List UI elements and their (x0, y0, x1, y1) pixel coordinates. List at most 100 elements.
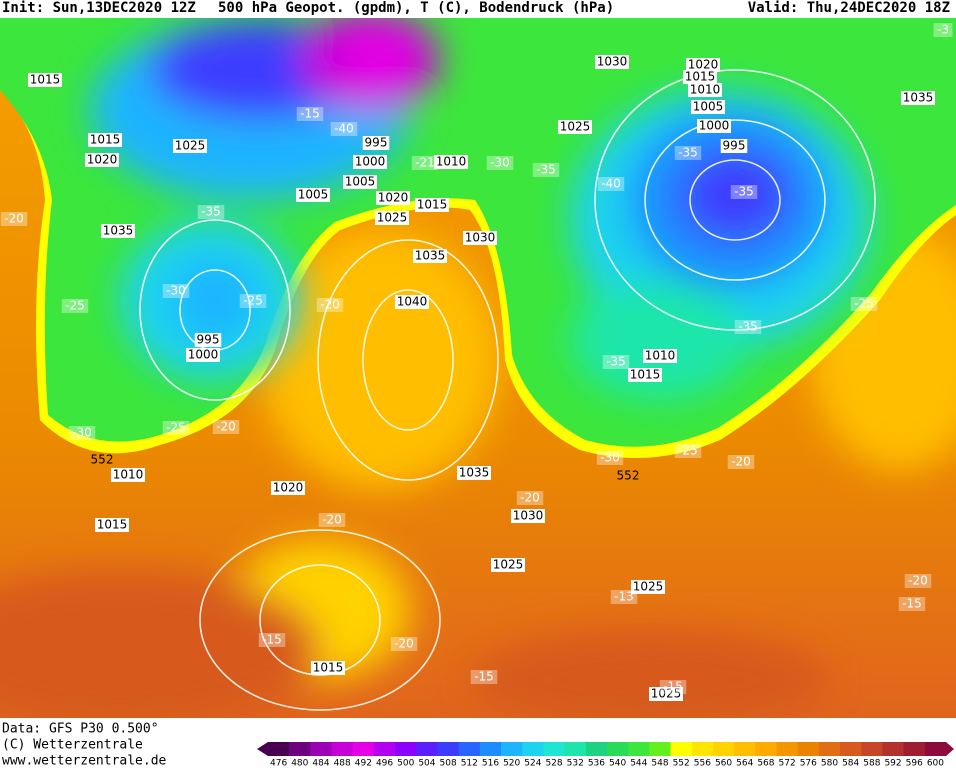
colorbar-swatch (924, 742, 947, 756)
pressure-label-box (691, 100, 725, 114)
pressure-label: 1000 (699, 119, 730, 133)
temperature-label-box (68, 426, 96, 440)
temperature-label-box (730, 185, 758, 199)
pressure-label: 1020 (87, 153, 118, 167)
temperature-label-box (602, 355, 630, 369)
pressure-label: 1015 (685, 70, 716, 84)
temperature-label: -25 (678, 444, 698, 458)
temperature-label-box (674, 146, 702, 160)
colorbar-label: 544 (630, 759, 647, 768)
colorbar-label: 584 (842, 759, 859, 768)
temperature-label-box (316, 298, 344, 312)
pressure-label-box (720, 139, 748, 153)
temperature-label-box (933, 23, 953, 37)
pressure-label: 1015 (97, 518, 128, 532)
temperature-label-box (212, 420, 240, 434)
pressure-label-box (376, 191, 410, 205)
temperature-label: -15 (262, 633, 282, 647)
colorbar-label: 564 (736, 759, 753, 768)
pressure-label: 1035 (103, 224, 134, 238)
temperature-label-box (411, 156, 439, 170)
map-title: 500 hPa Geopot. (gpdm), T (C), Bodendruc… (218, 0, 614, 16)
pressure-label: 995 (365, 136, 388, 150)
pressure-label-box (463, 231, 497, 245)
temperature-label-box (532, 163, 560, 177)
colorbar-swatch (755, 742, 777, 756)
colorbar-swatch (607, 742, 629, 756)
pressure-label-box (595, 55, 629, 69)
colorbar-swatch (840, 742, 862, 756)
colorbar-label: 496 (376, 759, 393, 768)
temperature-label-box (898, 597, 926, 611)
colorbar-label: 492 (355, 759, 372, 768)
temperature-label-box (734, 320, 762, 334)
pressure-label: 1025 (377, 211, 408, 225)
pressure-label-box (343, 175, 377, 189)
pressure-label: 1020 (688, 58, 719, 72)
pressure-label: 1010 (113, 468, 144, 482)
colorbar-swatch (543, 742, 566, 756)
pressure-label: 1000 (355, 155, 386, 169)
temperature-label-box (727, 455, 755, 469)
temperature-label: -15 (663, 680, 683, 694)
pressure-label: 1005 (345, 175, 376, 189)
colorbar-swatch (373, 742, 396, 756)
colorbar-swatch (522, 742, 544, 756)
pressure-label: 1005 (298, 188, 329, 202)
pressure-label-box (101, 224, 135, 238)
colorbar-label: 516 (482, 759, 499, 768)
pressure-label-box (186, 348, 220, 362)
colorbar-arrow-right (946, 742, 954, 756)
temperature-label: -15 (474, 670, 494, 684)
temperature-label-box (486, 156, 514, 170)
colorbar-swatch (734, 742, 756, 756)
pressure-label: 1025 (560, 120, 591, 134)
pressure-label-box (271, 481, 305, 495)
pressure-label: 1000 (188, 348, 219, 362)
pressure-label-box (415, 198, 449, 212)
pressure-label: 1025 (175, 139, 206, 153)
temperature-label-box (597, 177, 625, 191)
pressure-label-box (434, 155, 468, 169)
pressure-label-box (457, 466, 491, 480)
copyright: (C) Wetterzentrale (2, 738, 143, 753)
colorbar-swatch (776, 742, 799, 756)
pressure-label-box (491, 558, 525, 572)
temperature-label: -30 (490, 156, 510, 170)
temperature-label: -30 (166, 284, 186, 298)
pressure-label-box (353, 155, 387, 169)
pressure-label: 1035 (459, 466, 490, 480)
colorbar-label: 596 (906, 759, 923, 768)
pressure-label-box (28, 73, 62, 87)
pressure-label: 552 (617, 469, 640, 483)
temperature-label: -20 (908, 574, 928, 588)
pressure-label: 1010 (690, 83, 721, 97)
pressure-label: 1025 (633, 580, 664, 594)
pressure-label-box (311, 661, 345, 675)
colorbar-swatch (712, 742, 735, 756)
colorbar-label: 524 (524, 759, 541, 768)
colorbar-swatch (289, 742, 311, 756)
pressure-label: 1010 (645, 349, 676, 363)
colorbar-label: 476 (270, 759, 287, 768)
colorbar-swatch (395, 742, 417, 756)
colorbar-swatch (564, 742, 587, 756)
colorbar-label: 576 (800, 759, 817, 768)
colorbar-swatch (268, 742, 290, 756)
temperature-label: -30 (600, 451, 620, 465)
pressure-label-box (688, 83, 722, 97)
pressure-label-box (511, 509, 545, 523)
pressure-label-box (296, 188, 330, 202)
pressure-label-box (631, 580, 665, 594)
temperature-label: -20 (320, 298, 340, 312)
pressure-label-box (173, 139, 207, 153)
colorbar-swatch (628, 742, 650, 756)
temperature-label: -35 (738, 320, 758, 334)
temperature-label: -20 (322, 513, 342, 527)
temperature-label: -3 (937, 23, 949, 37)
pressure-label: 1020 (273, 481, 304, 495)
temperature-label: -40 (601, 177, 621, 191)
pressure-label: 1035 (415, 249, 446, 263)
pressure-label: 1015 (417, 198, 448, 212)
